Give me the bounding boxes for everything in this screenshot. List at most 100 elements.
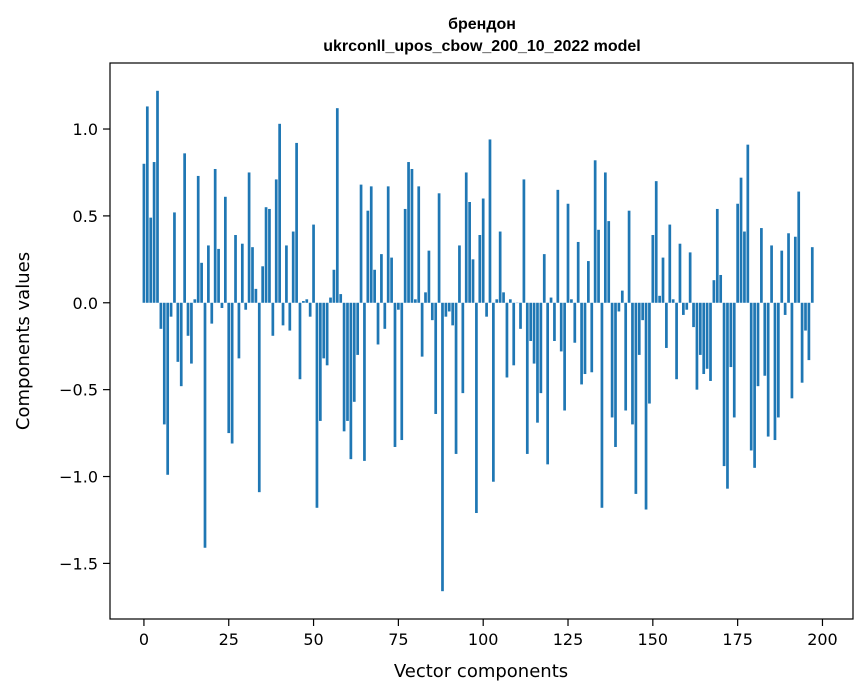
- bar: [800, 302, 804, 383]
- bar: [668, 224, 672, 303]
- x-axis-label: Vector components: [394, 661, 568, 682]
- bar: [288, 302, 292, 331]
- bar: [536, 302, 539, 423]
- bar: [695, 302, 699, 390]
- bar: [349, 302, 353, 460]
- bar: [627, 210, 631, 303]
- bar: [644, 302, 648, 510]
- bar: [363, 302, 366, 461]
- bar: [576, 241, 580, 303]
- bar: [505, 302, 509, 378]
- bar: [603, 172, 607, 303]
- bar: [573, 302, 577, 343]
- bar: [322, 302, 326, 359]
- bar: [397, 302, 400, 310]
- bar: [430, 302, 434, 321]
- bar: [807, 302, 811, 361]
- bar: [305, 299, 309, 303]
- bar: [410, 168, 414, 303]
- bar: [475, 302, 478, 514]
- bar: [183, 153, 186, 303]
- bar: [156, 90, 159, 303]
- bar: [787, 233, 790, 303]
- bar: [770, 245, 773, 303]
- bar: [532, 302, 536, 364]
- bar: [359, 184, 363, 303]
- bar: [193, 299, 197, 303]
- bar: [346, 302, 349, 421]
- bar: [783, 302, 787, 315]
- bar: [285, 245, 288, 303]
- y-tick-label: −1.0: [59, 468, 98, 487]
- bar: [186, 302, 190, 336]
- bar: [719, 274, 723, 303]
- y-axis-label: Components values: [13, 252, 34, 430]
- bar: [607, 221, 611, 303]
- bar: [268, 208, 271, 303]
- x-tick-label: 75: [388, 630, 408, 649]
- bar: [804, 302, 807, 331]
- bar: [220, 302, 224, 308]
- bar: [142, 163, 146, 303]
- bar: [342, 302, 346, 432]
- bar: [566, 203, 570, 303]
- y-tick-label: −0.5: [59, 381, 98, 400]
- x-tick-label: 50: [303, 630, 323, 649]
- bar: [688, 252, 692, 303]
- bar: [648, 302, 651, 404]
- bar: [641, 302, 645, 321]
- bar: [793, 236, 797, 303]
- bar: [264, 207, 268, 303]
- bar: [593, 160, 597, 303]
- bar: [244, 302, 248, 310]
- bar: [563, 302, 566, 411]
- bar: [508, 299, 512, 303]
- bar: [729, 302, 733, 368]
- bar: [339, 294, 343, 303]
- bar: [726, 302, 729, 489]
- bar: [298, 302, 302, 380]
- bar: [753, 302, 756, 468]
- bar: [386, 186, 390, 303]
- bar: [488, 139, 492, 303]
- bar: [722, 302, 726, 467]
- bar: [207, 245, 210, 303]
- bar: [176, 302, 180, 362]
- bar: [274, 179, 278, 303]
- bar: [495, 299, 499, 303]
- bar: [580, 302, 583, 385]
- bars-group: [142, 90, 814, 592]
- bar: [698, 302, 702, 355]
- y-tick-label: 1.0: [73, 120, 98, 139]
- bar: [366, 210, 370, 303]
- bar: [617, 302, 621, 312]
- bar: [329, 297, 332, 303]
- bar: [413, 299, 417, 303]
- bar: [471, 259, 475, 303]
- bar: [315, 302, 319, 508]
- y-tick-label: 0.5: [73, 207, 98, 226]
- x-tick-label: 0: [139, 630, 149, 649]
- x-tick-label: 125: [553, 630, 584, 649]
- x-tick-label: 200: [807, 630, 838, 649]
- bar: [417, 186, 421, 303]
- bar: [383, 302, 387, 329]
- bar: [559, 302, 563, 352]
- bar: [583, 302, 587, 375]
- bar: [556, 189, 560, 303]
- bar: [376, 302, 380, 345]
- bar: [420, 302, 424, 357]
- bar: [424, 292, 427, 303]
- bar: [302, 301, 305, 303]
- bar: [468, 202, 471, 303]
- bar: [159, 302, 163, 329]
- bar: [247, 172, 251, 303]
- bar: [692, 302, 695, 328]
- x-tick-label: 100: [468, 630, 499, 649]
- bar: [403, 208, 407, 303]
- bar: [739, 177, 743, 303]
- bar: [152, 162, 156, 303]
- bar: [251, 247, 254, 303]
- bar: [393, 302, 397, 447]
